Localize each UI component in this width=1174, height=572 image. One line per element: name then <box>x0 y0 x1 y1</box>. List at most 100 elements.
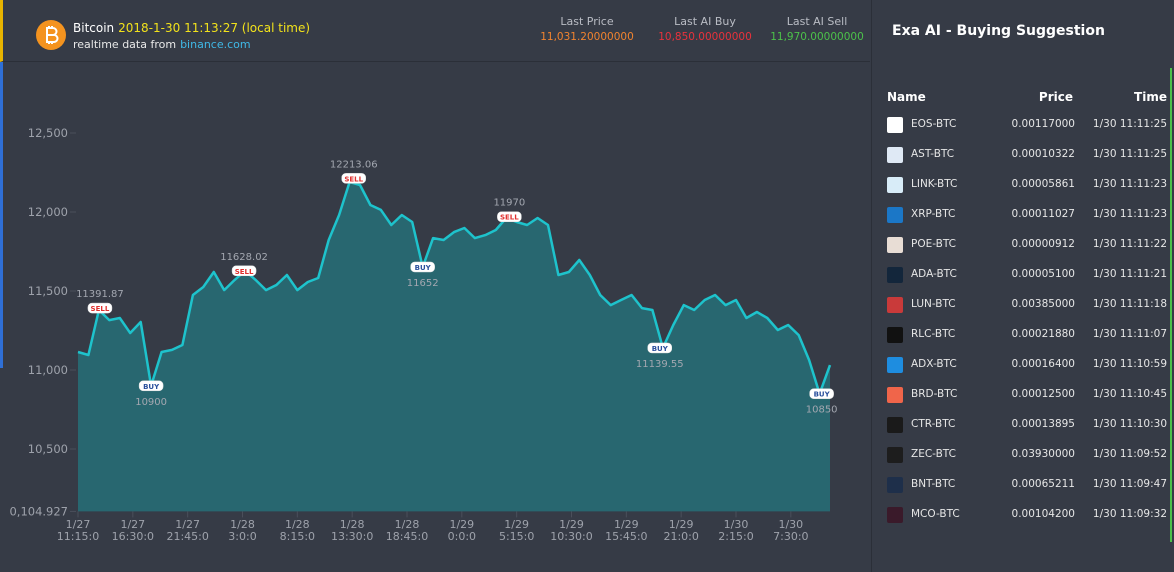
time: 1/30 11:10:59 <box>1092 358 1167 370</box>
chart: 0,104.927 10,500 11,000 11,500 12,000 12,500 S… <box>9 126 838 518</box>
price: 0.00104200 <box>1011 508 1075 520</box>
stat-label: Last AI Sell <box>786 15 848 28</box>
coin-pair[interactable]: BNT-BTC <box>911 478 956 490</box>
coin-icon <box>887 267 903 283</box>
trade-marker: SELL 11628.02 <box>220 252 268 277</box>
trade-value: 11628.02 <box>220 252 268 263</box>
x-tick-label: 1/28 18:45:0 <box>385 518 429 543</box>
stat-value: 11,031.20000000 <box>540 31 634 43</box>
trade-label: SELL <box>91 305 110 313</box>
source: realtime data from binance.com <box>73 38 251 51</box>
column-header: Price <box>1038 90 1073 104</box>
time: 1/30 11:11:21 <box>1092 268 1167 280</box>
trade-marker: BUY 11139.55 <box>636 342 684 370</box>
line <box>77 180 832 395</box>
coin-icon <box>887 447 903 463</box>
coin-pair[interactable]: XRP-BTC <box>911 208 956 220</box>
coin-pair[interactable]: POE-BTC <box>911 238 956 250</box>
time: 1/30 11:11:25 <box>1092 148 1167 160</box>
x-tick-label: 1/28 3:0:0 <box>228 518 257 543</box>
stat-label: Last Price <box>560 15 614 28</box>
coin-pair[interactable]: RLC-BTC <box>911 328 956 340</box>
stat: Last AI Buy 10,850.00000000 <box>645 15 765 43</box>
time: 1/30 11:11:18 <box>1092 298 1167 310</box>
coin-pair[interactable]: BRD-BTC <box>911 388 958 400</box>
coin-pair[interactable]: ZEC-BTC <box>911 448 956 460</box>
x-tick-label: 1/28 13:30:0 <box>330 518 374 543</box>
price: 0.00385000 <box>1011 298 1075 310</box>
coin-pair[interactable]: EOS-BTC <box>911 118 957 130</box>
source-link[interactable]: binance.com <box>180 38 251 51</box>
coin-icon <box>887 177 903 193</box>
x-tick-label: 1/29 10:30:0 <box>550 518 593 543</box>
trade-value: 11970 <box>493 198 525 209</box>
x-tick-label: 1/27 16:30:0 <box>111 518 155 543</box>
y-tick-label: 12,000 <box>28 205 68 219</box>
time: 1/30 11:10:45 <box>1092 388 1167 400</box>
trade-value: 11652 <box>407 278 439 289</box>
trade-badge <box>138 380 164 392</box>
y-tick-label: 10,500 <box>28 442 68 456</box>
coin-pair[interactable]: LINK-BTC <box>911 178 958 190</box>
trade-value: 10850 <box>806 405 838 416</box>
price: 0.00013895 <box>1011 418 1075 430</box>
trade-label: BUY <box>814 391 831 399</box>
coin-icon <box>887 387 903 403</box>
panel-title: Exa AI - Buying Suggestion <box>892 23 1105 39</box>
coin-pair[interactable]: ADX-BTC <box>911 358 957 370</box>
price: 0.00012500 <box>1011 388 1075 400</box>
coin-icon <box>887 507 903 523</box>
area <box>78 182 830 512</box>
coin-icon <box>887 147 903 163</box>
header: Bitcoin 2018-1-30 11:13:27 (local time) r… <box>0 0 870 62</box>
stat-label: Last AI Buy <box>674 15 736 28</box>
price: 0.00011027 <box>1011 208 1075 220</box>
trade-marker: BUY 10850 <box>806 388 838 416</box>
trade-value: 12213.06 <box>330 159 378 170</box>
x-tick-label: 1/29 5:15:0 <box>498 518 535 543</box>
time: 1/30 11:11:22 <box>1092 238 1167 250</box>
coin-pair[interactable]: ADA-BTC <box>911 268 957 280</box>
coin-pair[interactable]: LUN-BTC <box>911 298 956 310</box>
trade-label: BUY <box>415 264 432 272</box>
coin-icon <box>887 327 903 343</box>
suggestion-panel: Exa AI - Buying Suggestion Name Price Time… <box>871 0 1174 572</box>
coin-icon <box>887 357 903 373</box>
stat-value: 10,850.00000000 <box>658 31 752 43</box>
price: 0.03930000 <box>1011 448 1075 460</box>
time: 1/30 11:09:32 <box>1092 508 1167 520</box>
price: 0.00005861 <box>1011 178 1075 190</box>
price: 0.00016400 <box>1011 358 1075 370</box>
source-text: realtime data from <box>73 38 177 51</box>
trade-label: SELL <box>500 214 519 222</box>
price: 0.00010322 <box>1011 148 1075 160</box>
trade-badge <box>647 342 673 354</box>
price: 0.00021880 <box>1011 328 1075 340</box>
time: 1/30 11:11:23 <box>1092 178 1167 190</box>
stat-value: 11,970.00000000 <box>770 31 864 43</box>
trade-value: 10900 <box>135 397 167 408</box>
trade-marker: BUY 10900 <box>135 380 167 408</box>
price: 0.00117000 <box>1011 118 1075 130</box>
column-header: Time <box>1134 90 1167 104</box>
datetime: 2018-1-30 11:13:27 (local time) <box>118 21 311 35</box>
accent-bar <box>1170 68 1172 542</box>
coin-pair[interactable]: CTR-BTC <box>911 418 956 430</box>
column-header: Name <box>887 90 926 104</box>
stat: Last AI Sell 11,970.00000000 <box>757 15 877 43</box>
trade-value: 11139.55 <box>636 359 684 370</box>
time: 1/30 11:11:07 <box>1092 328 1167 340</box>
x-tick-label: 1/30 7:30:0 <box>773 518 809 543</box>
trade-badge <box>497 211 522 222</box>
time: 1/30 11:09:47 <box>1092 478 1167 490</box>
coin-icon <box>887 117 903 133</box>
trade-label: BUY <box>652 345 669 353</box>
x-tick-label: 1/29 21:0:0 <box>663 518 699 543</box>
x-tick-label: 1/30 2:15:0 <box>718 518 754 543</box>
coin-name: Bitcoin <box>73 21 115 35</box>
coin-pair[interactable]: AST-BTC <box>911 148 955 160</box>
coin-pair[interactable]: MCO-BTC <box>911 508 960 520</box>
trade-label: SELL <box>235 268 254 276</box>
trade-badge <box>410 261 435 273</box>
